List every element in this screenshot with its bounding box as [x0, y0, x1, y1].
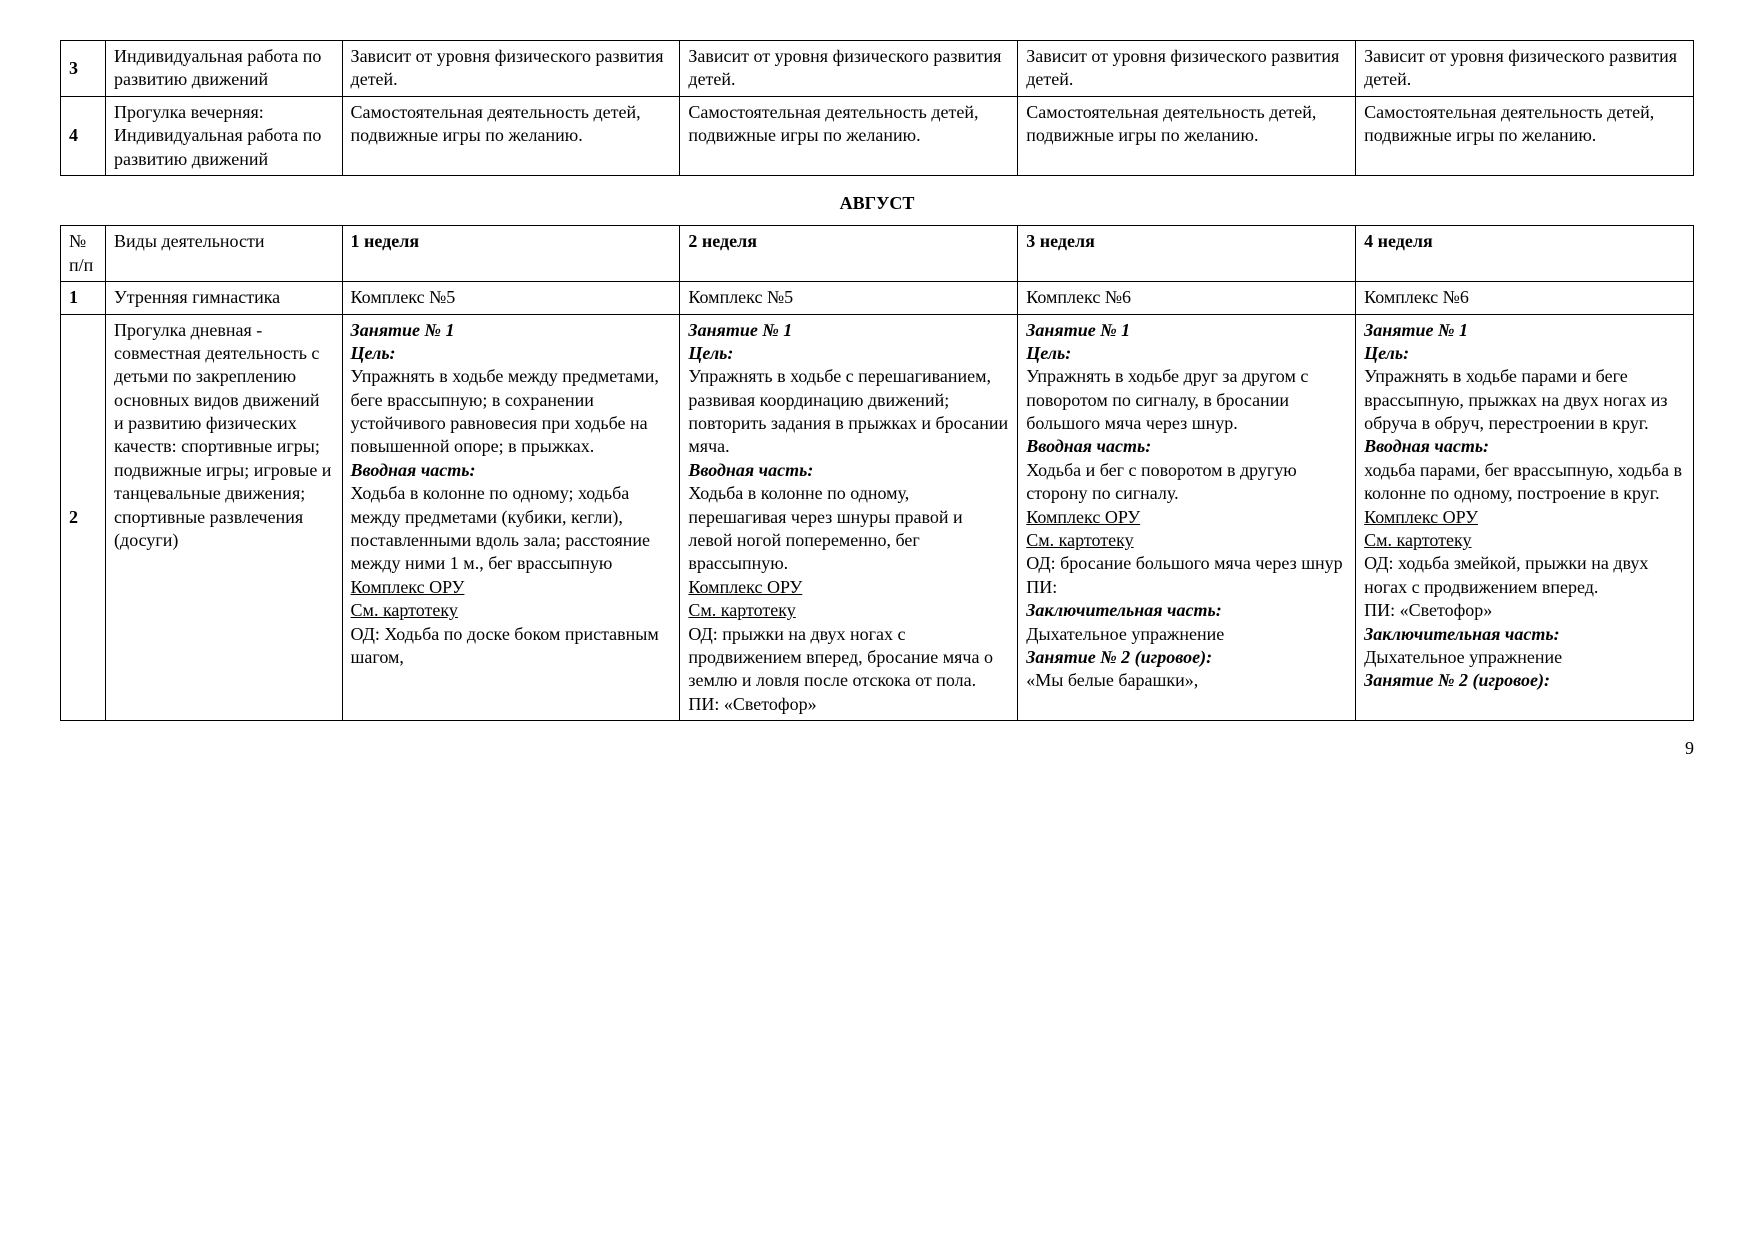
lesson-title: Занятие № 1 [351, 320, 455, 340]
intro-label: Вводная часть: [688, 460, 813, 480]
page-number: 9 [60, 737, 1694, 760]
row-number: 2 [61, 314, 106, 721]
week4-cell: Зависит от уровня физического развития д… [1356, 41, 1694, 97]
od-text: ОД: Ходьба по доске боком приставным шаг… [351, 624, 659, 667]
header-activity: Виды деятельности [106, 226, 343, 282]
intro-label: Вводная часть: [1364, 436, 1489, 456]
week2-cell: Зависит от уровня физического развития д… [680, 41, 1018, 97]
intro-text: Ходьба в колонне по одному; ходьба между… [351, 483, 650, 573]
week2-cell: Комплекс №5 [680, 282, 1018, 314]
week4-cell: Комплекс №6 [1356, 282, 1694, 314]
complex-label: Комплекс ОРУ [1026, 507, 1140, 527]
kart-label: См. картотеку [351, 600, 458, 620]
week4-cell: Занятие № 1 Цель: Упражнять в ходьбе пар… [1356, 314, 1694, 721]
activity-cell: Утренняя гимнастика [106, 282, 343, 314]
complex-label: Комплекс ОРУ [351, 577, 465, 597]
goal-text: Упражнять в ходьбе между предметами, бег… [351, 366, 659, 456]
kart-label: См. картотеку [688, 600, 795, 620]
zakl-label: Заключительная часть: [1364, 624, 1559, 644]
intro-label: Вводная часть: [1026, 436, 1151, 456]
activity-cell: Прогулка вечерняя: Индивидуальная работа… [106, 96, 343, 175]
week1-cell: Комплекс №5 [342, 282, 680, 314]
table-row: 2 Прогулка дневная - совместная деятельн… [61, 314, 1694, 721]
zakl-label: Заключительная часть: [1026, 600, 1221, 620]
lesson-title: Занятие № 1 [1364, 320, 1468, 340]
week1-cell: Зависит от уровня физического развития д… [342, 41, 680, 97]
month-heading: АВГУСТ [60, 192, 1694, 215]
od-text: ОД: бросание большого мяча через шнур [1026, 553, 1342, 573]
od-text: ОД: ходьба змейкой, прыжки на двух ногах… [1364, 553, 1648, 596]
lesson2-text: «Мы белые барашки», [1026, 670, 1198, 690]
table-row: 3 Индивидуальная работа по развитию движ… [61, 41, 1694, 97]
activity-cell: Индивидуальная работа по развитию движен… [106, 41, 343, 97]
goal-label: Цель: [1364, 343, 1409, 363]
main-table: № п/п Виды деятельности 1 неделя 2 недел… [60, 225, 1694, 721]
week3-cell: Комплекс №6 [1018, 282, 1356, 314]
week2-cell: Самостоятельная деятельность детей, подв… [680, 96, 1018, 175]
intro-label: Вводная часть: [351, 460, 476, 480]
week1-cell: Занятие № 1 Цель: Упражнять в ходьбе меж… [342, 314, 680, 721]
activity-cell: Прогулка дневная - совместная деятельнос… [106, 314, 343, 721]
intro-text: Ходьба в колонне по одному, перешагивая … [688, 483, 962, 573]
intro-text: Ходьба и бег с поворотом в другую сторон… [1026, 460, 1296, 503]
goal-label: Цель: [1026, 343, 1071, 363]
header-week1: 1 неделя [342, 226, 680, 282]
row-number: 1 [61, 282, 106, 314]
top-table: 3 Индивидуальная работа по развитию движ… [60, 40, 1694, 176]
intro-text: ходьба парами, бег врассыпную, ходьба в … [1364, 460, 1682, 503]
week1-cell: Самостоятельная деятельность детей, подв… [342, 96, 680, 175]
pi-text: ПИ: «Светофор» [1364, 600, 1492, 620]
week3-cell: Самостоятельная деятельность детей, подв… [1018, 96, 1356, 175]
row-number: 4 [61, 96, 106, 175]
lesson-title: Занятие № 1 [1026, 320, 1130, 340]
pi-text: ПИ: [1026, 577, 1057, 597]
complex-label: Комплекс ОРУ [688, 577, 802, 597]
week3-cell: Зависит от уровня физического развития д… [1018, 41, 1356, 97]
table-row: 1 Утренняя гимнастика Комплекс №5 Компле… [61, 282, 1694, 314]
week4-cell: Самостоятельная деятельность детей, подв… [1356, 96, 1694, 175]
goal-label: Цель: [688, 343, 733, 363]
row-number: 3 [61, 41, 106, 97]
lesson-title: Занятие № 1 [688, 320, 792, 340]
goal-text: Упражнять в ходьбе друг за другом с пово… [1026, 366, 1308, 433]
zakl-text: Дыхательное упражнение [1364, 647, 1562, 667]
lesson2-title: Занятие № 2 (игровое): [1026, 647, 1212, 667]
zakl-text: Дыхательное упражнение [1026, 624, 1224, 644]
complex-label: Комплекс ОРУ [1364, 507, 1478, 527]
goal-text: Упражнять в ходьбе с перешагиванием, раз… [688, 366, 1008, 456]
table-row: 4 Прогулка вечерняя: Индивидуальная рабо… [61, 96, 1694, 175]
od-text: ОД: прыжки на двух ногах с продвижением … [688, 624, 993, 714]
week3-cell: Занятие № 1 Цель: Упражнять в ходьбе дру… [1018, 314, 1356, 721]
kart-label: См. картотеку [1026, 530, 1133, 550]
lesson2-title: Занятие № 2 (игровое): [1364, 670, 1550, 690]
week2-cell: Занятие № 1 Цель: Упражнять в ходьбе с п… [680, 314, 1018, 721]
goal-label: Цель: [351, 343, 396, 363]
header-num: № п/п [61, 226, 106, 282]
kart-label: См. картотеку [1364, 530, 1471, 550]
goal-text: Упражнять в ходьбе парами и беге врассып… [1364, 366, 1667, 433]
header-week4: 4 неделя [1356, 226, 1694, 282]
header-row: № п/п Виды деятельности 1 неделя 2 недел… [61, 226, 1694, 282]
header-week2: 2 неделя [680, 226, 1018, 282]
header-week3: 3 неделя [1018, 226, 1356, 282]
